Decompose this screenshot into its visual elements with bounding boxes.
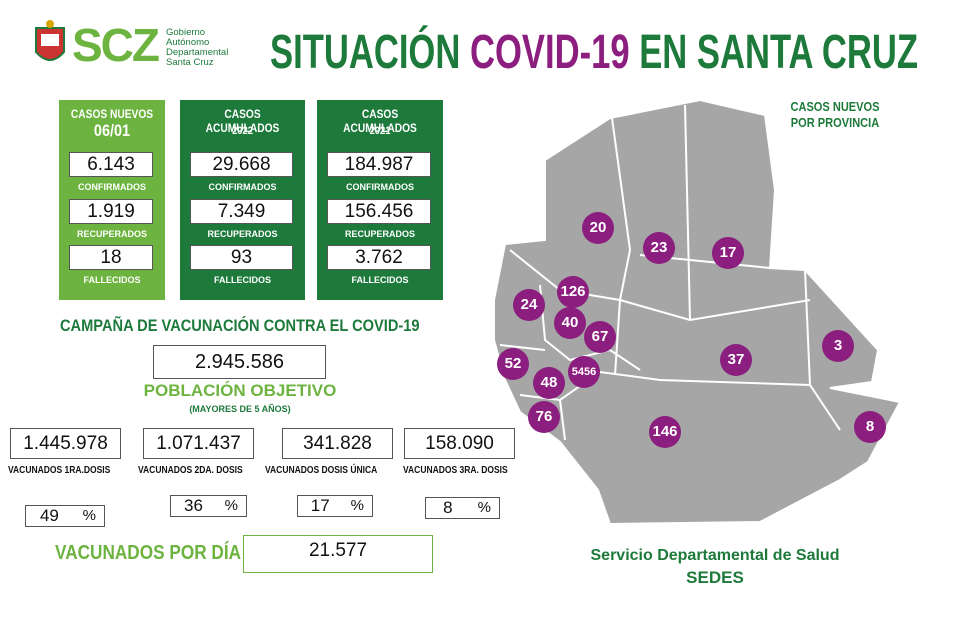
logo-line: Santa Cruz <box>166 57 214 68</box>
stat-value: 18 <box>69 245 153 270</box>
percent-unit: % <box>477 499 491 516</box>
map-shapes <box>493 98 902 526</box>
title-svg: SITUACIÓN COVID-19 EN SANTA CRUZ <box>270 24 918 79</box>
stat-label: FALLECIDOS <box>83 275 141 285</box>
province-count: 48 <box>533 367 565 399</box>
province-count: 23 <box>643 232 675 264</box>
stat-value: 93 <box>190 245 293 270</box>
daily-value: 21.577 <box>243 535 433 573</box>
logo-subtitle: Gobierno Autónomo Departamental Santa Cr… <box>166 28 228 68</box>
stat-label: RECUPERADOS <box>76 229 147 239</box>
province-count: 67 <box>584 321 616 353</box>
map-title: CASOS NUEVOS POR PROVINCIA <box>780 99 891 131</box>
stat-label: CONFIRMADOS <box>346 182 414 192</box>
province-count: 17 <box>712 237 744 269</box>
title-part: SITUACIÓN <box>270 24 460 79</box>
daily-label: VACUNADOS POR DÍA <box>55 542 242 564</box>
case-card: CASOS ACUMULADOS 2021 184.987 CONFIRMADOS 15… <box>317 100 443 300</box>
stat-value: 6.143 <box>69 152 153 177</box>
dose-value: 341.828 <box>282 428 393 459</box>
percent-unit: % <box>82 507 96 524</box>
target-value: 2.945.586 <box>153 345 326 379</box>
logo-line: Departamental <box>166 47 229 58</box>
dose-value: 1.445.978 <box>10 428 121 459</box>
case-card: CASOS NUEVOS 06/01 6.143 CONFIRMADOS 1.919 RE… <box>59 100 165 300</box>
dose-label: VACUNADOS 3RA. DOSIS <box>403 465 508 476</box>
stat-label: CONFIRMADOS <box>78 182 146 192</box>
dose-percent: 36 <box>184 496 203 515</box>
stat-value: 29.668 <box>190 152 293 177</box>
dose-percent-box: 8% <box>425 497 500 519</box>
map-title-line: POR PROVINCIA <box>790 115 880 130</box>
stat-value: 3.762 <box>327 245 431 270</box>
province-count: 146 <box>649 416 681 448</box>
dose-percent: 17 <box>310 496 330 515</box>
province-count: 3 <box>822 330 854 362</box>
footer-line1: Servicio Departamental de Salud <box>590 547 840 564</box>
card-title: CASOS ACUMULADOS <box>205 107 280 135</box>
title-part: COVID-19 <box>470 26 630 79</box>
province-count: 8 <box>854 411 886 443</box>
stat-label: FALLECIDOS <box>213 275 271 285</box>
map-title-line: CASOS NUEVOS <box>790 99 880 114</box>
stat-label: FALLECIDOS <box>351 275 409 285</box>
footer-line2: SEDES <box>686 568 744 587</box>
vaccination-title: CAMPAÑA DE VACUNACIÓN CONTRA EL COVID-19 <box>60 316 420 335</box>
province-count: 126 <box>557 276 589 308</box>
logo-line: Gobierno <box>166 27 206 38</box>
card-title: CASOS ACUMULADOS <box>343 107 417 135</box>
stat-value: 7.349 <box>190 199 293 224</box>
province-count: 52 <box>497 348 529 380</box>
coat-of-arms <box>35 20 65 61</box>
target-note: (MAYORES DE 5 AÑOS) <box>189 404 291 414</box>
dose-percent: 49 <box>39 506 59 525</box>
card-subtitle: 2021 <box>369 125 391 137</box>
card-title: CASOS NUEVOS <box>70 107 154 121</box>
dose-label: VACUNADOS 2DA. DOSIS <box>138 465 243 476</box>
stat-value: 1.919 <box>69 199 153 224</box>
card-subtitle: 2022 <box>232 125 253 137</box>
case-card: CASOS ACUMULADOS 2022 29.668 CONFIRMADOS 7.3… <box>180 100 305 300</box>
province-count: 76 <box>528 401 560 433</box>
main-title: SITUACIÓN COVID-19 EN SANTA CRUZ <box>270 24 918 79</box>
province-count: 37 <box>720 344 752 376</box>
dose-label: VACUNADOS DOSIS ÚNICA <box>265 465 378 476</box>
stat-label: CONFIRMADOS <box>208 182 277 192</box>
stat-label: RECUPERADOS <box>207 229 278 239</box>
dose-label: VACUNADOS 1RA.DOSIS <box>8 465 111 476</box>
title-part: EN SANTA CRUZ <box>639 26 918 79</box>
dose-percent-box: 36% <box>170 495 247 517</box>
map <box>493 98 902 526</box>
dose-percent: 8 <box>443 498 453 517</box>
target-label: POBLACIÓN OBJETIVO <box>143 381 337 400</box>
dose-value: 158.090 <box>404 428 515 459</box>
percent-unit: % <box>224 497 238 514</box>
stat-value: 184.987 <box>327 152 431 177</box>
dose-percent-box: 49% <box>25 505 105 527</box>
dose-value: 1.071.437 <box>143 428 254 459</box>
province-count: 20 <box>582 212 614 244</box>
stat-value: 156.456 <box>327 199 431 224</box>
logo-text: SCZ <box>72 19 160 71</box>
percent-unit: % <box>350 497 364 514</box>
dose-percent-box: 17% <box>297 495 373 517</box>
province-count: 40 <box>554 307 586 339</box>
province-count: 5456 <box>568 356 600 388</box>
stat-label: RECUPERADOS <box>344 229 415 239</box>
logo-line: Autónomo <box>166 37 210 48</box>
card-subtitle: 06/01 <box>93 121 131 140</box>
province-count: 24 <box>513 289 545 321</box>
